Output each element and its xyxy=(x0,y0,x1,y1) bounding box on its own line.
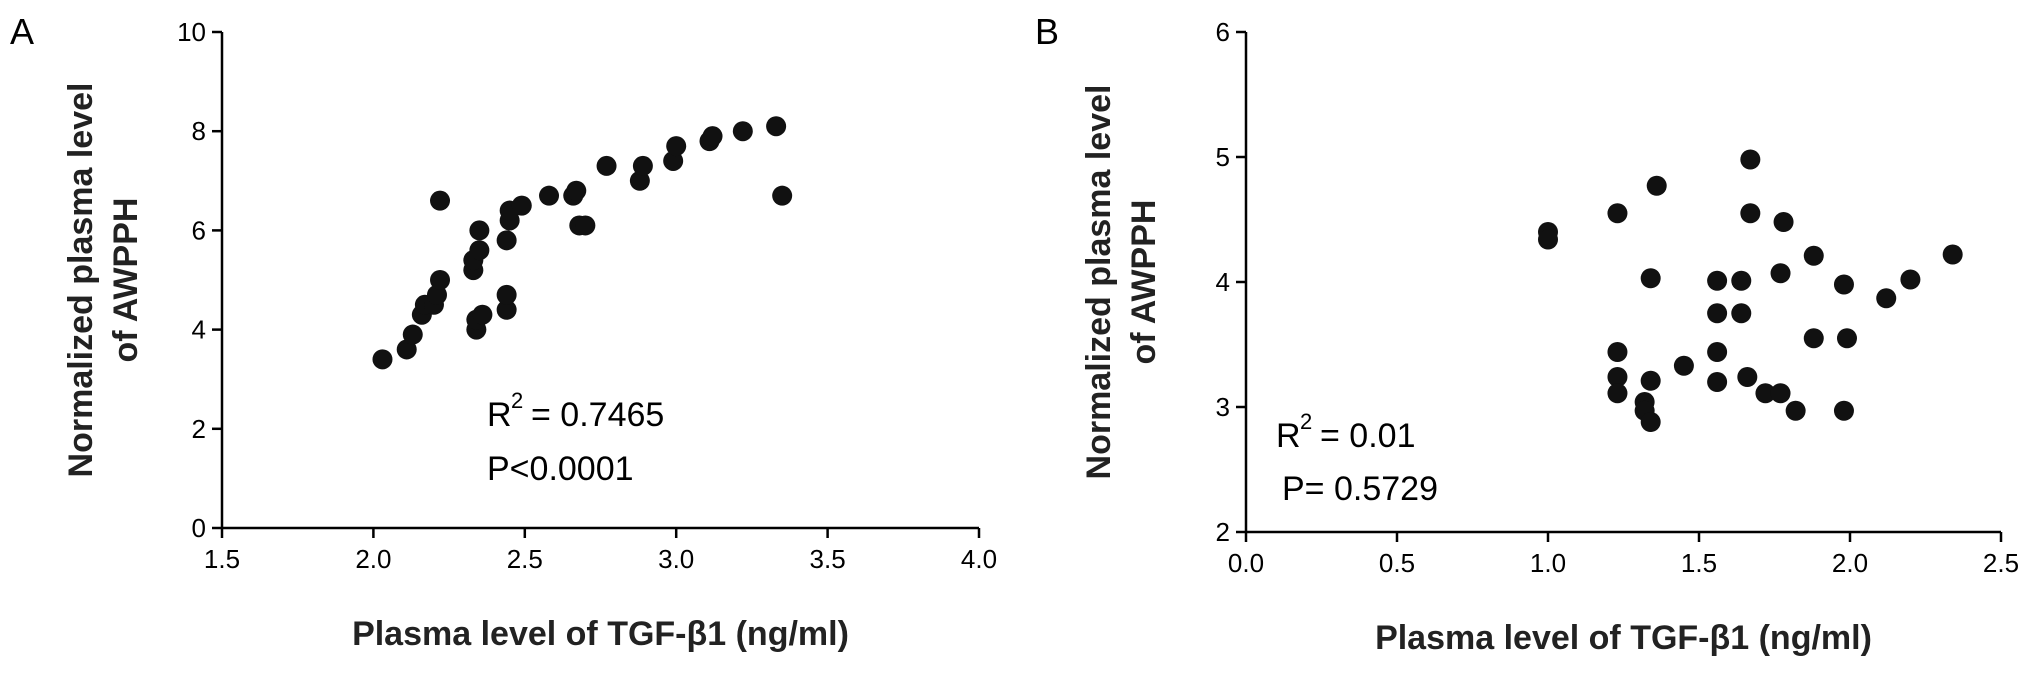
data-point xyxy=(496,299,517,320)
x-tick-label: 0.0 xyxy=(1228,548,1264,578)
x-axis-title: Plasma level of TGF-β1 (ng/ml) xyxy=(352,615,849,653)
x-tick-label: 4.0 xyxy=(961,544,997,574)
data-point xyxy=(575,215,596,236)
r-squared-exponent: 2 xyxy=(1300,409,1312,434)
data-point xyxy=(1770,263,1791,284)
data-point xyxy=(732,121,753,142)
r-squared-exponent: 2 xyxy=(511,388,523,413)
data-point xyxy=(1737,367,1758,387)
data-point xyxy=(496,230,517,251)
data-point xyxy=(1731,303,1752,324)
data-point xyxy=(1900,269,1921,290)
data-point xyxy=(1707,270,1728,291)
data-point xyxy=(632,155,653,176)
y-tick-label: 4 xyxy=(1216,267,1230,297)
r-squared-value: = 0.7465 xyxy=(531,396,664,434)
data-point xyxy=(663,150,684,171)
data-point xyxy=(1876,288,1897,309)
y-tick-label: 2 xyxy=(1216,517,1230,547)
data-point xyxy=(539,185,560,206)
x-tick-label: 0.5 xyxy=(1379,548,1415,578)
data-point xyxy=(1770,383,1791,404)
y-tick-label: 6 xyxy=(1216,17,1230,47)
data-point xyxy=(1942,244,1963,265)
data-point xyxy=(1740,149,1761,170)
data-point xyxy=(472,304,493,325)
x-tick-label: 3.0 xyxy=(658,544,694,574)
y-tick-label: 4 xyxy=(192,315,206,345)
y-tick-label: 3 xyxy=(1216,392,1230,422)
data-point xyxy=(511,195,532,216)
y-tick-label: 0 xyxy=(192,513,206,543)
data-point xyxy=(1607,342,1628,362)
x-tick-label: 1.0 xyxy=(1530,548,1566,578)
x-tick-label: 2.0 xyxy=(1832,548,1868,578)
data-point xyxy=(496,284,517,305)
data-point xyxy=(596,155,617,176)
data-point xyxy=(1773,212,1794,232)
data-point xyxy=(1803,245,1824,266)
data-point xyxy=(1707,342,1728,362)
y-axis-title-line2: of AWPPH xyxy=(1125,200,1163,365)
data-point xyxy=(1640,268,1661,289)
x-tick-label: 3.5 xyxy=(810,544,846,574)
data-point xyxy=(1538,229,1558,250)
p-value-text: P= 0.5729 xyxy=(1282,470,1438,508)
data-point xyxy=(629,170,650,191)
y-tick-label: 2 xyxy=(192,414,206,444)
data-point xyxy=(1646,175,1667,196)
x-axis-title: Plasma level of TGF-β1 (ng/ml) xyxy=(1375,619,1872,657)
panel-letter: B xyxy=(1035,11,1059,52)
data-point xyxy=(430,270,451,290)
data-point xyxy=(1640,412,1661,432)
x-tick-label: 2.5 xyxy=(507,544,543,574)
data-point xyxy=(1740,203,1761,224)
y-axis-title-line1: Normalized plasma level xyxy=(1080,85,1118,480)
data-point xyxy=(1755,383,1776,404)
data-point xyxy=(1803,328,1824,349)
data-point xyxy=(1785,400,1806,421)
data-point xyxy=(666,136,687,157)
data-point xyxy=(1607,367,1628,387)
panel-b: B 0.0 0.5 1.0 1.5 2.0 2.5 2 3 4 5 6 Plasma level of … xyxy=(1035,11,2019,657)
data-point xyxy=(1833,274,1854,295)
data-point xyxy=(1607,383,1628,404)
p-value-text: P<0.0001 xyxy=(487,450,634,488)
data-point xyxy=(1673,355,1694,376)
data-point xyxy=(1607,203,1628,224)
data-point xyxy=(469,220,490,241)
data-point xyxy=(1640,370,1661,391)
y-tick-label: 5 xyxy=(1216,142,1230,172)
data-point xyxy=(1731,270,1752,291)
r-squared-value: = 0.01 xyxy=(1320,417,1415,455)
y-tick-label: 10 xyxy=(177,17,206,47)
r-squared-letter: R xyxy=(487,396,512,434)
data-point xyxy=(430,190,451,211)
panel-a: A 1.5 2.0 2.5 3.0 3.5 4.0 0 2 4 6 8 10 Plasma level o… xyxy=(10,11,997,653)
data-point xyxy=(766,116,787,137)
data-point xyxy=(702,126,723,147)
x-tick-label: 2.0 xyxy=(355,544,391,574)
x-tick-label: 1.5 xyxy=(1681,548,1717,578)
y-axis-title-line2: of AWPPH xyxy=(107,198,145,363)
data-point xyxy=(1707,303,1728,324)
panel-letter: A xyxy=(10,11,34,52)
data-point xyxy=(772,185,793,206)
data-point xyxy=(402,324,423,345)
data-point xyxy=(426,284,447,305)
data-point xyxy=(566,180,587,201)
r-squared-letter: R xyxy=(1276,417,1301,455)
x-tick-label: 2.5 xyxy=(1983,548,2019,578)
y-tick-label: 8 xyxy=(192,116,206,146)
y-axis-title-line1: Normalized plasma level xyxy=(62,83,100,478)
data-point xyxy=(1836,328,1857,349)
data-point xyxy=(1707,372,1728,392)
data-point xyxy=(372,349,393,370)
x-tick-label: 1.5 xyxy=(204,544,240,574)
data-point xyxy=(1833,400,1854,421)
y-tick-label: 6 xyxy=(192,215,206,245)
data-point xyxy=(469,240,490,261)
